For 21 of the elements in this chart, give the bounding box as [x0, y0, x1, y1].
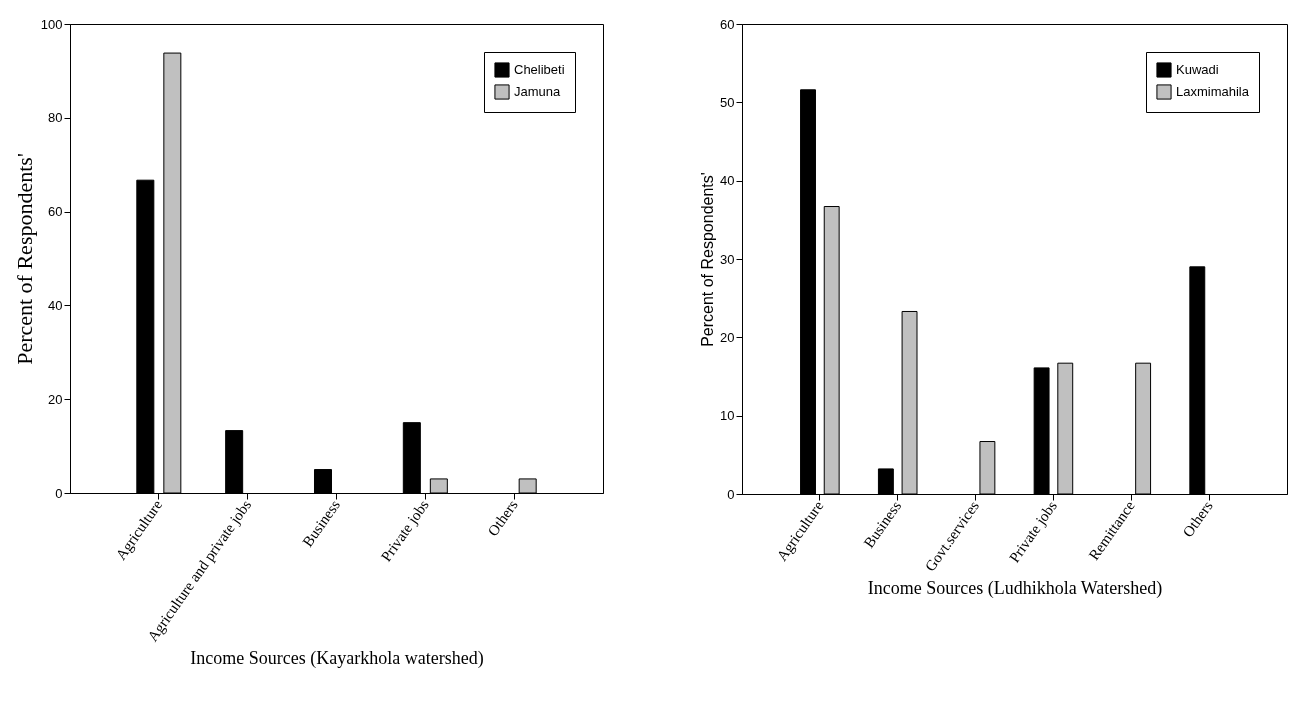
y-tick-label: 10: [720, 408, 735, 424]
y-tick-label: 40: [720, 173, 735, 189]
y-tick-label: 80: [48, 110, 63, 126]
y-tick-label: 60: [720, 16, 735, 32]
y-tick-label: 20: [48, 391, 63, 407]
legend-label: Kuwadi: [1176, 62, 1219, 77]
y-tick-label: 50: [720, 94, 735, 110]
x-axis-title: Income Sources (Ludhikhola Watershed): [867, 578, 1163, 600]
y-tick-label: 100: [40, 16, 63, 32]
y-tick-label: 40: [48, 297, 63, 313]
y-tick-label: 0: [55, 485, 63, 501]
y-axis-title: Percent of Respondents': [699, 172, 717, 347]
y-tick-label: 30: [720, 251, 735, 267]
y-tick-label: 0: [727, 486, 735, 502]
legend-label: Laxmimahila: [1176, 84, 1250, 99]
y-axis-title: Percent of Respondents': [11, 153, 37, 365]
legend-label: Chelibeti: [514, 62, 565, 77]
x-axis-title: Income Sources (Kayarkhola watershed): [190, 648, 484, 670]
y-tick-label: 60: [48, 204, 63, 220]
legend-label: Jamuna: [514, 84, 562, 99]
y-tick-label: 20: [720, 329, 735, 345]
